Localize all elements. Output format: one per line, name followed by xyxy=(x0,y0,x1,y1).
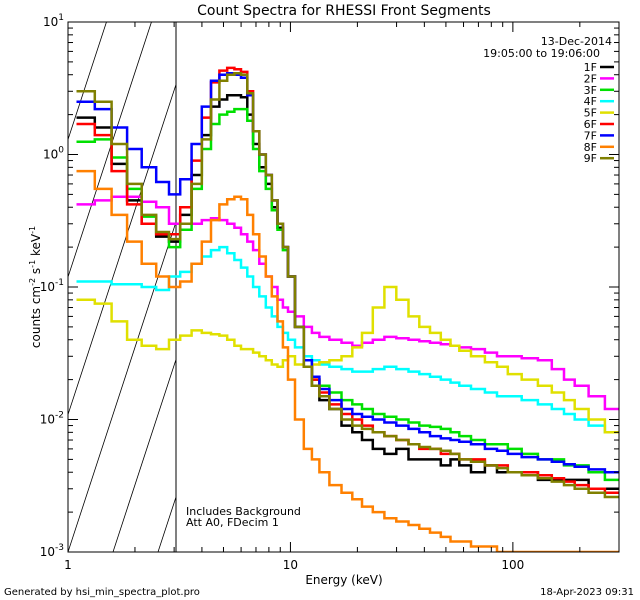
y-tick-label: 100 xyxy=(43,146,64,162)
y-tick-label: 10-3 xyxy=(40,543,64,559)
note-background: Includes Background xyxy=(186,505,301,518)
hatch-line xyxy=(608,2,640,552)
y-tick-label: 10-2 xyxy=(40,411,64,427)
y-tick-label: 101 xyxy=(43,13,64,29)
footer-generated-by: Generated by hsi_min_spectra_plot.pro xyxy=(4,587,200,598)
series-6F xyxy=(76,66,619,495)
series-7F xyxy=(76,72,619,474)
series-layer xyxy=(76,66,619,552)
legend-label-5F: 5F xyxy=(584,107,597,120)
legend-label-4F: 4F xyxy=(584,95,597,108)
x-tick-label: 100 xyxy=(501,558,524,572)
hatch-line xyxy=(248,2,428,552)
series-8F xyxy=(76,169,619,552)
legend-label-6F: 6F xyxy=(584,118,597,131)
legend-label-8F: 8F xyxy=(584,141,597,154)
hatch-line xyxy=(68,22,107,141)
series-1F xyxy=(76,94,619,491)
hatch-line xyxy=(383,2,563,552)
y-tick-label: 10-1 xyxy=(40,278,64,294)
legend-label-7F: 7F xyxy=(584,129,597,142)
y-axis-label: counts cm-2 s-1 keV-1 xyxy=(28,226,43,348)
series-9F xyxy=(76,72,619,499)
series-4F xyxy=(76,245,619,434)
hatch-line xyxy=(112,358,176,552)
series-3F xyxy=(76,107,619,482)
hatch-line xyxy=(338,2,518,552)
series-2F xyxy=(76,195,619,411)
hatch-line xyxy=(428,2,608,552)
x-tick-label: 10 xyxy=(283,558,298,572)
hatch-line xyxy=(518,2,640,552)
x-tick-label: 1 xyxy=(64,558,72,572)
hatch-line xyxy=(68,83,176,416)
legend-label-2F: 2F xyxy=(584,72,597,85)
legend-label-1F: 1F xyxy=(584,61,597,74)
series-5F xyxy=(76,285,619,434)
hatch-line xyxy=(0,2,23,552)
time-range-label: 19:05:00 to 19:06:00 xyxy=(483,47,600,60)
y-tick-labels: 10-3 10-2 10-1 100 101 xyxy=(40,13,65,559)
legend-label-3F: 3F xyxy=(584,84,597,97)
hatch-line xyxy=(68,22,152,279)
legend-label-9F: 9F xyxy=(584,152,597,165)
note-attenuator: Att A0, FDecim 1 xyxy=(186,516,279,529)
x-tick-labels: 1 10 100 xyxy=(64,558,524,572)
chart-title: Count Spectra for RHESSI Front Segments xyxy=(197,3,491,19)
x-axis-label: Energy (keV) xyxy=(305,573,382,587)
axis-ticks xyxy=(67,21,620,553)
footer-timestamp: 18-Apr-2023 09:31 xyxy=(540,587,634,598)
date-label: 13-Dec-2014 xyxy=(541,35,612,48)
